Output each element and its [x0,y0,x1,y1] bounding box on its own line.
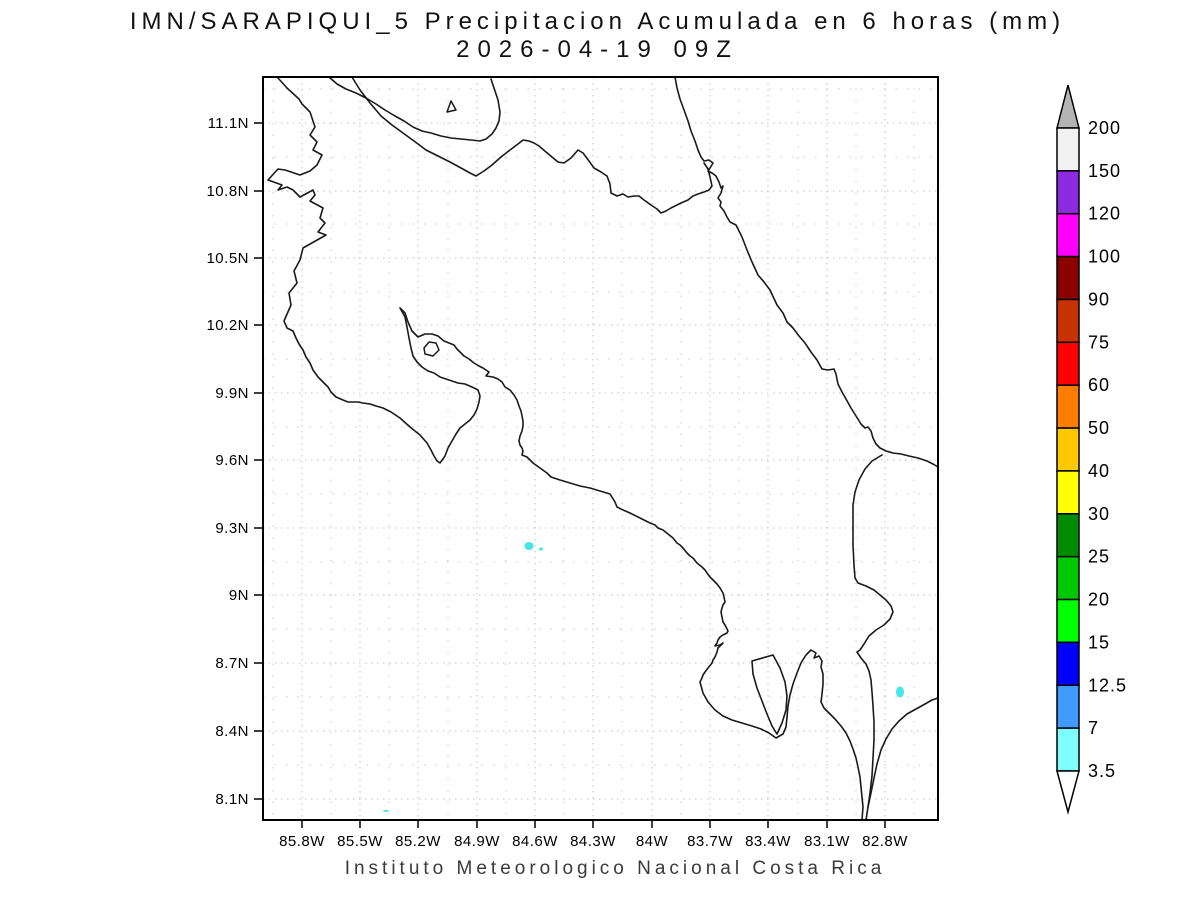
lake-nicaragua-shore [328,76,501,142]
lat-label: 10.8N [206,183,249,200]
lon-label: 83.1W [804,833,850,850]
lon-label: 84.3W [570,833,616,850]
colorbar-level-label: 7 [1088,718,1099,738]
colorbar-segment [1056,255,1080,301]
lon-label: 84.6W [512,833,558,850]
lon-label: 84W [636,833,669,850]
colorbar-level-label: 75 [1088,332,1110,352]
colorbar-level-label: 150 [1088,161,1121,181]
precip-spot [383,810,389,812]
colorbar-arrow-up [1056,84,1080,129]
plot-title: IMN/SARAPIQUI_5 Precipitacion Acumulada … [129,8,1066,35]
colorbar: 200 150 120 100 90 75 60 50 40 30 25 20 15 12.5 7 3.5 [1056,84,1127,815]
coastline-caribbean [674,76,939,468]
osa-peninsula-outline [751,654,788,735]
colorbar-level-label: 20 [1088,590,1110,610]
coastline-panama-east [867,697,939,808]
lon-label: 85.2W [395,833,441,850]
lat-label: 9.9N [215,385,249,402]
colorbar-level-label: 25 [1088,547,1110,567]
colorbar-segment [1056,341,1080,386]
colorbar-level-label: 15 [1088,632,1110,652]
colorbar-segment [1056,641,1080,687]
colorbar-level-label: 60 [1088,375,1110,395]
lon-label: 82.8W [862,833,908,850]
colorbar-segment [1056,727,1080,772]
colorbar-segment [1056,555,1080,601]
colorbar-level-label: 120 [1088,204,1121,224]
colorbar-segment [1056,684,1080,729]
caption-institute: Instituto Meteorologico Nacional Costa R… [344,858,886,879]
lat-label: 9N [229,587,249,604]
lon-label: 85.8W [279,833,325,850]
colorbar-level-label: 90 [1088,289,1110,309]
axis-labels-group: 85.8W 85.5W 85.2W 84.9W 84.6W 84.3W 84W 83.7W 83… [206,115,908,850]
coastline-group [267,76,939,821]
axis-ticks-group [254,122,886,828]
gulf-island-outline [423,341,440,357]
lat-label: 8.4N [215,723,249,740]
coastline-pacific [267,77,864,821]
colorbar-level-label: 40 [1088,461,1110,481]
colorbar-level-label: 100 [1088,247,1121,267]
colorbar-level-label: 30 [1088,504,1110,524]
precipitation-spots-group [383,542,904,812]
lat-label: 9.6N [215,452,249,469]
colorbar-level-label: 200 [1088,118,1121,138]
lat-label: 8.7N [215,655,249,672]
lat-label: 11.1N [208,115,249,132]
lon-label: 83.4W [745,833,791,850]
gridlines-group [263,77,938,820]
precip-spot [539,547,543,551]
lon-label: 83.7W [687,833,733,850]
lat-label: 10.5N [206,250,249,267]
colorbar-segment [1056,427,1080,472]
colorbar-level-label: 12.5 [1088,675,1127,695]
colorbar-segment [1056,513,1080,558]
colorbar-segment [1056,170,1080,215]
colorbar-level-label: 50 [1088,418,1110,438]
precip-spot [896,686,904,698]
colorbar-segment [1056,298,1080,344]
colorbar-level-label: 3.5 [1088,761,1116,781]
colorbar-arrow-down [1056,770,1080,815]
lon-label: 85.5W [337,833,383,850]
precip-spot [524,542,534,550]
lat-label: 9.3N [215,520,249,537]
lat-label: 8.1N [215,791,249,808]
plot-subtitle-date: 2026-04-19 09Z [456,36,739,63]
colorbar-segment [1056,384,1080,429]
colorbar-segment [1056,212,1080,258]
lake-island-triangle [446,100,457,113]
colorbar-segment [1056,127,1080,172]
border-south-line [852,454,894,821]
border-north-line [351,76,713,214]
colorbar-segment [1056,598,1080,644]
lat-label: 10.2N [206,317,249,334]
lon-label: 84.9W [454,833,500,850]
map-frame [262,76,939,821]
colorbar-segment [1056,470,1080,515]
